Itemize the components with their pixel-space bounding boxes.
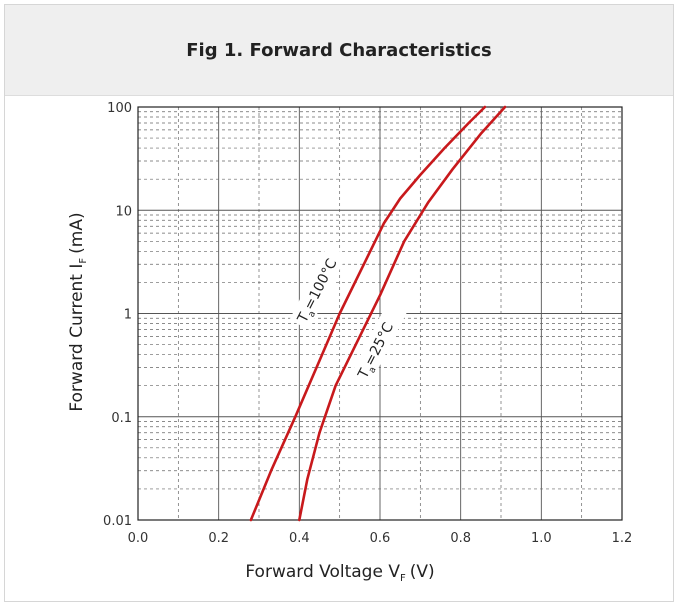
tick-labels: 0.0 0.2 0.4 0.6 0.8 1.0 1.2 0.01 0.1 1 10 100	[103, 101, 632, 546]
series-lines	[249, 105, 507, 522]
plot-frame	[137, 106, 623, 521]
y-tick-label: 0.1	[111, 411, 132, 426]
y-axis-label: Forward Current IF(mA)	[67, 212, 89, 411]
x-tick-label: 1.0	[531, 531, 552, 546]
figure-header: Fig 1. Forward Characteristics	[5, 5, 673, 96]
curve-labels: Ta=100°CTa=25°C	[289, 244, 408, 386]
chart-title: Fig 1. Forward Characteristics	[186, 39, 492, 61]
curve-label-background	[349, 300, 408, 386]
plot-border	[137, 106, 623, 521]
x-tick-label: 0.4	[289, 531, 310, 546]
y-tick-label: 0.01	[103, 514, 132, 529]
grid	[138, 107, 622, 520]
figure-frame: Fig 1. Forward Characteristics	[4, 4, 674, 602]
series-line-ta-25c	[297, 105, 507, 522]
x-tick-label: 0.6	[370, 531, 391, 546]
x-tick-label: 0.2	[208, 531, 229, 546]
curve-label-background	[289, 244, 348, 330]
y-tick-label: 100	[107, 101, 132, 116]
x-tick-label: 0.0	[128, 531, 149, 546]
y-tick-label: 1	[124, 308, 132, 323]
x-axis-label: Forward Voltage VF (V)	[245, 562, 434, 584]
x-tick-label: 0.8	[450, 531, 471, 546]
series-line-ta-100c	[249, 105, 487, 522]
x-tick-label: 1.2	[612, 531, 633, 546]
y-tick-label: 10	[115, 204, 132, 219]
